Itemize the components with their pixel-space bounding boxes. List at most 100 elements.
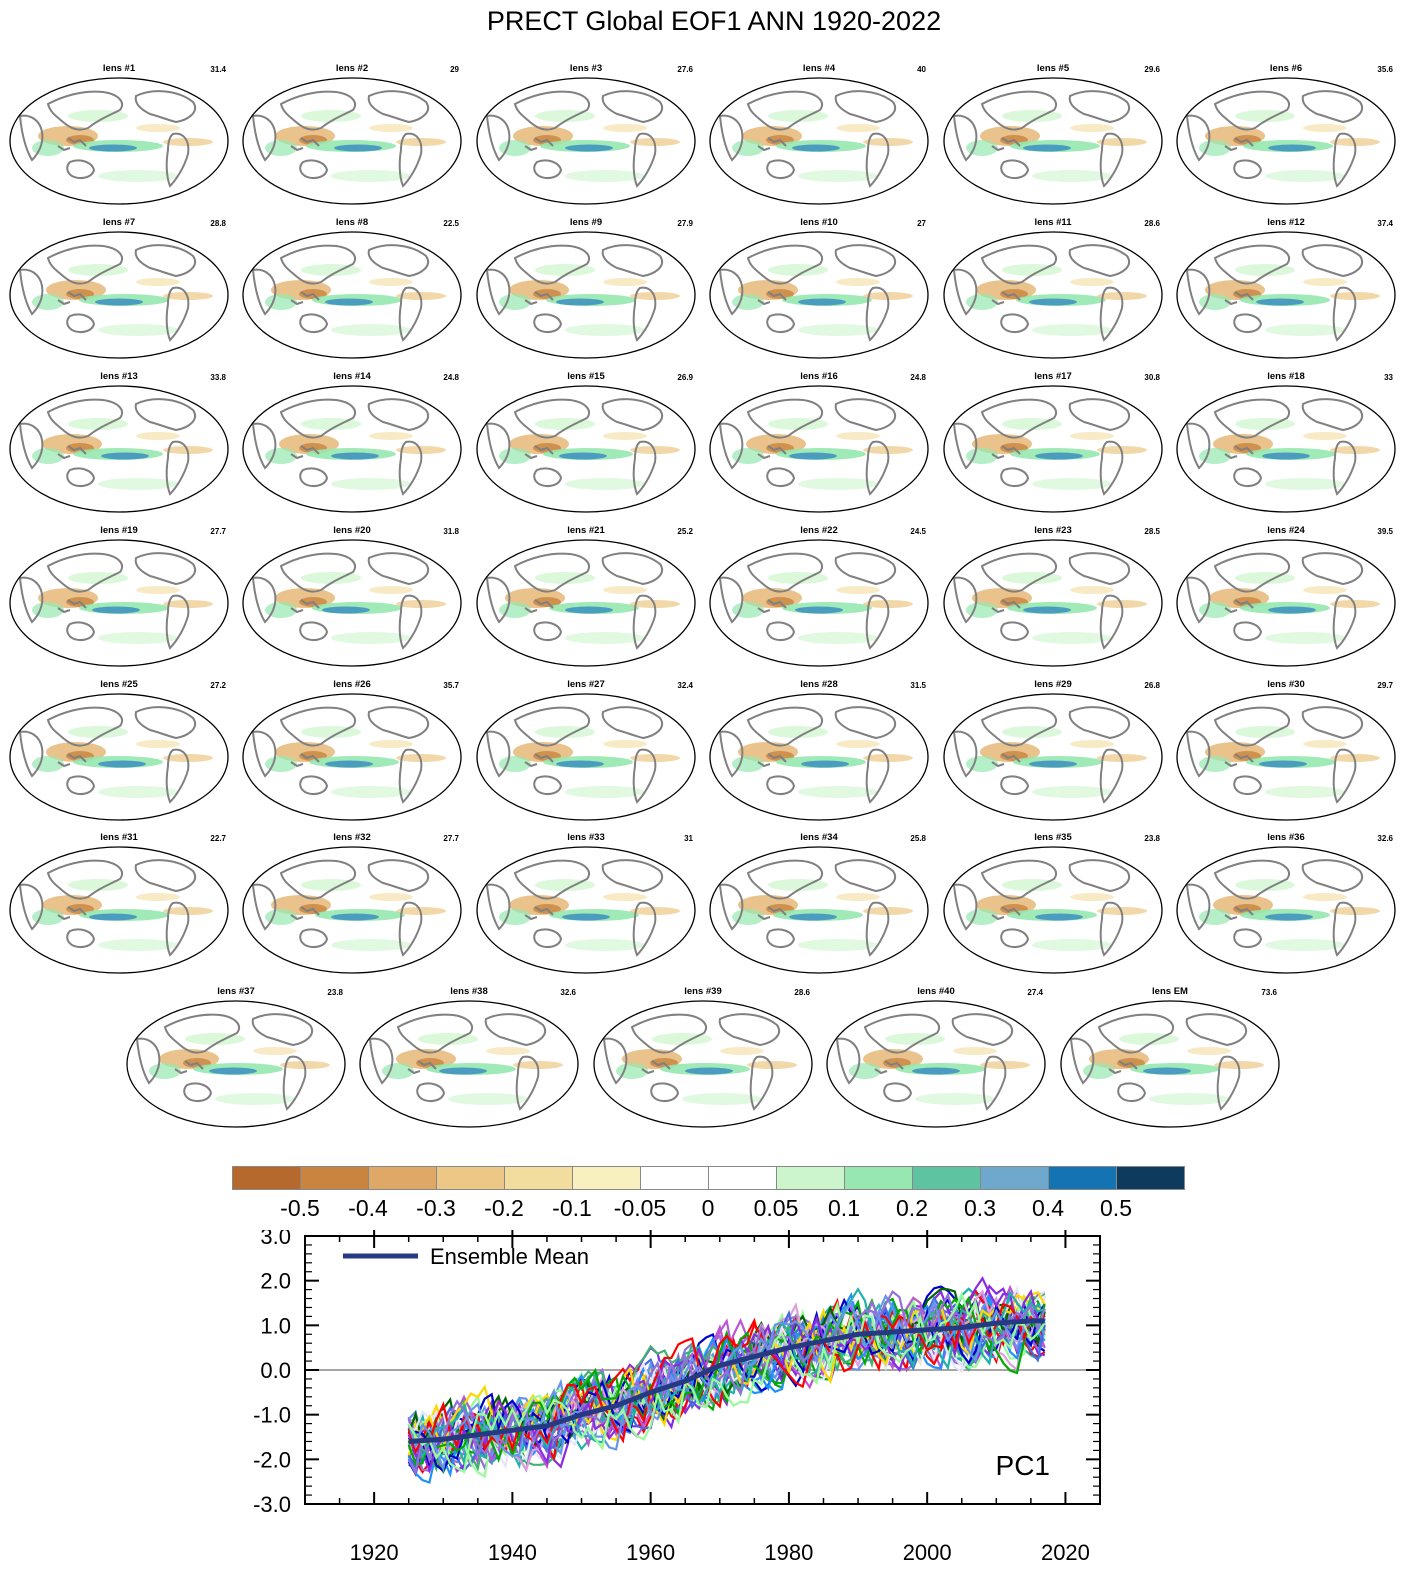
panel-variance: 28.6 [1144, 219, 1160, 228]
y-tick-label: -3.0 [253, 1492, 291, 1517]
panel-variance: 31 [684, 834, 693, 843]
panel-variance: 37.4 [1377, 219, 1393, 228]
panel-variance: 31.4 [210, 65, 226, 74]
panel-variance: 28.8 [210, 219, 226, 228]
map-panel: lens #28 31.5 [708, 679, 930, 824]
eof-map [9, 77, 229, 205]
panel-label: lens #25 [100, 679, 138, 690]
colorbar-tick-label: 0.1 [828, 1195, 860, 1221]
panel-label: lens #20 [333, 525, 371, 536]
panel-label: lens #1 [102, 63, 136, 74]
panel-variance: 28.5 [1144, 527, 1160, 536]
map-panel: lens #22 24.5 [708, 525, 930, 670]
panel-variance: 27 [917, 219, 926, 228]
map-panel: lens #9 27.9 [475, 217, 697, 362]
panel-variance: 27.7 [443, 834, 459, 843]
panel-variance: 33.8 [210, 373, 226, 382]
map-panel: lens #5 29.6 [942, 63, 1164, 208]
eof-map [242, 385, 462, 513]
panel-label: lens #36 [1267, 832, 1305, 843]
panel-label: lens #5 [1036, 63, 1070, 74]
panel-label: lens #35 [1034, 832, 1072, 843]
eof-map [476, 846, 696, 974]
panel-label: lens #11 [1034, 217, 1072, 228]
eof-map [709, 539, 929, 667]
panel-label: lens #22 [800, 525, 838, 536]
panel-label: lens #3 [569, 63, 603, 74]
eof-map [242, 77, 462, 205]
map-panel: lens #27 32.4 [475, 679, 697, 824]
panel-variance: 73.6 [1261, 988, 1277, 997]
eof-map [593, 1000, 813, 1128]
map-panel: lens #35 23.8 [942, 832, 1164, 977]
panel-label: lens #40 [917, 986, 955, 997]
panel-label: lens #8 [335, 217, 369, 228]
colorbar-tick-label: 0.2 [896, 1195, 928, 1221]
colorbar-box [912, 1166, 981, 1190]
colorbar-tick-label: 0.4 [1032, 1195, 1064, 1221]
y-tick-label: -2.0 [253, 1447, 291, 1472]
map-panel: lens #19 27.7 [8, 525, 230, 670]
ensemble-members [407, 1276, 1046, 1484]
eof-map [943, 539, 1163, 667]
panel-label: lens #10 [800, 217, 838, 228]
map-panel: lens #16 24.8 [708, 371, 930, 516]
panel-label: lens #18 [1267, 371, 1305, 382]
eof-map [9, 231, 229, 359]
x-tick-label: 1980 [764, 1540, 813, 1565]
panel-variance: 22.5 [443, 219, 459, 228]
map-panel: lens #10 27 [708, 217, 930, 362]
y-tick-label: 1.0 [260, 1313, 291, 1338]
eof-map [709, 231, 929, 359]
map-panel: lens #8 22.5 [241, 217, 463, 362]
figure-title: PRECT Global EOF1 ANN 1920-2022 [486, 6, 942, 36]
panel-variance: 24.8 [443, 373, 459, 382]
eof-map [943, 77, 1163, 205]
map-panel: lens #37 23.8 [125, 986, 347, 1131]
eof-map [943, 385, 1163, 513]
map-panel: lens #1 31.4 [8, 63, 230, 208]
map-panel: lens #3 27.6 [475, 63, 697, 208]
panel-variance: 29.6 [1144, 65, 1160, 74]
eof-map [9, 539, 229, 667]
eof-map [476, 231, 696, 359]
panel-variance: 23.8 [327, 988, 343, 997]
panel-variance: 29.7 [1377, 681, 1393, 690]
eof-map [709, 693, 929, 821]
y-tick-label: 0.0 [260, 1358, 291, 1383]
map-panel: lens #40 27.4 [825, 986, 1047, 1131]
map-panel: lens #33 31 [475, 832, 697, 977]
panel-label: lens #27 [567, 679, 605, 690]
panel-variance: 32.6 [560, 988, 576, 997]
map-panel: lens #15 26.9 [475, 371, 697, 516]
panel-label: lens #32 [333, 832, 371, 843]
eof-map [943, 846, 1163, 974]
colorbar-box [232, 1166, 301, 1190]
eof-map [1176, 846, 1396, 974]
panel-label: lens #29 [1034, 679, 1072, 690]
panel-variance: 33 [1384, 373, 1393, 382]
panel-variance: 35.7 [443, 681, 459, 690]
eof-map [826, 1000, 1046, 1128]
panel-label: lens #4 [802, 63, 836, 74]
map-panel: lens #23 28.5 [942, 525, 1164, 670]
colorbar-box [1048, 1166, 1117, 1190]
panel-label: lens #6 [1269, 63, 1303, 74]
panel-variance: 31.8 [443, 527, 459, 536]
map-panel: lens #31 22.7 [8, 832, 230, 977]
map-panel: lens #29 26.8 [942, 679, 1164, 824]
eof-map [242, 539, 462, 667]
panel-label: lens #2 [335, 63, 369, 74]
eof-map [943, 231, 1163, 359]
map-panel: lens #17 30.8 [942, 371, 1164, 516]
y-tick-label: 3.0 [260, 1230, 291, 1249]
panel-label: lens #33 [567, 832, 605, 843]
eof-map [9, 693, 229, 821]
colorbar-tick-label: 0.05 [753, 1195, 799, 1221]
map-panel: lens #36 32.6 [1175, 832, 1397, 977]
panel-variance: 32.4 [677, 681, 693, 690]
x-tick-label: 1960 [626, 1540, 675, 1565]
eof-map [1176, 385, 1396, 513]
x-tick-label: 2000 [903, 1540, 952, 1565]
panel-variance: 24.8 [910, 373, 926, 382]
